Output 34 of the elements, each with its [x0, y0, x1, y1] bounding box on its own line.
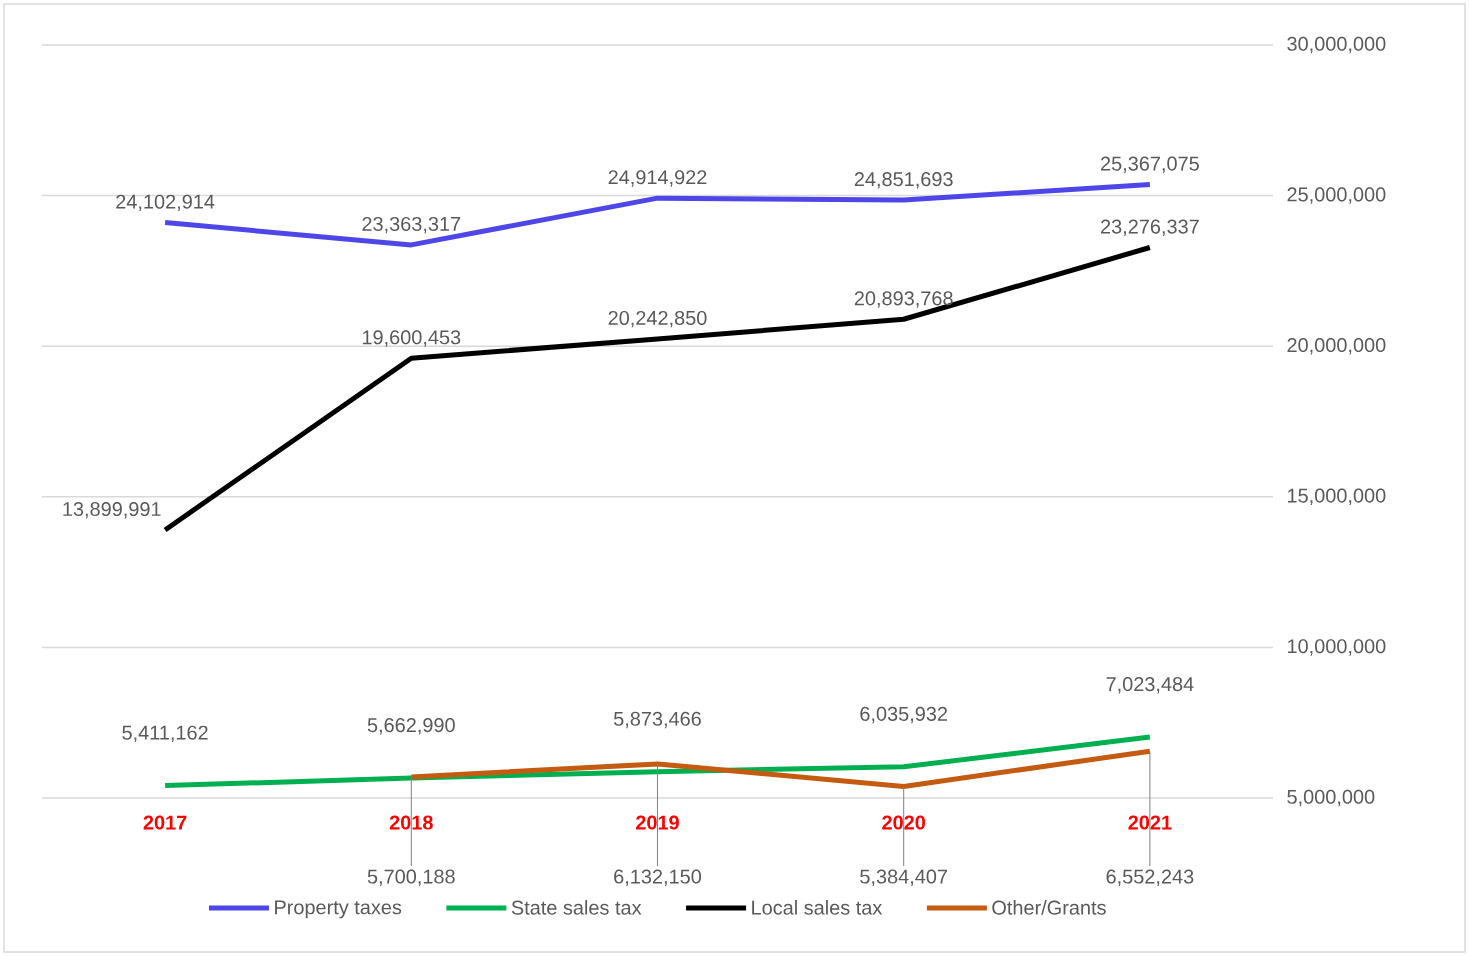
data-label: 25,367,075	[1101, 156, 1199, 174]
y-tick-label: 5,000,000	[1287, 789, 1375, 807]
y-tick-label: 25,000,000	[1287, 187, 1386, 204]
data-label: 7,023,484	[1106, 677, 1194, 694]
y-tick-label: 10,000,000	[1288, 639, 1386, 656]
data-label: 5,873,466	[613, 711, 701, 729]
data-label: 20,893,768	[854, 291, 953, 308]
x-tick-label: 2019	[636, 815, 679, 830]
data-label: 13,899,991	[63, 501, 161, 519]
data-label: 5,700,188	[367, 869, 455, 886]
x-tick-label: 2021	[1128, 815, 1172, 830]
x-tick-label: 2018	[389, 815, 433, 830]
x-tick-label: 2020	[882, 815, 926, 830]
data-label: 24,102,914	[116, 194, 215, 212]
legend-label: State sales tax	[511, 900, 642, 915]
data-label: 5,411,162	[122, 725, 208, 743]
legend-label: Property taxes	[275, 900, 402, 919]
data-label: 23,276,337	[1101, 219, 1199, 236]
data-label: 19,600,453	[362, 330, 461, 347]
legend-label: Local sales tax	[752, 900, 883, 915]
data-label: 24,914,922	[608, 170, 707, 187]
data-label: 5,662,990	[367, 718, 455, 735]
data-label: 20,242,850	[608, 310, 707, 328]
y-tick-label: 30,000,000	[1287, 36, 1386, 54]
data-label: 6,132,150	[614, 869, 702, 886]
y-tick-label: 15,000,000	[1288, 488, 1386, 506]
data-label: 24,851,693	[854, 172, 953, 189]
x-tick-label: 2017	[143, 815, 187, 830]
data-label: 6,552,243	[1106, 869, 1194, 886]
data-label: 6,035,932	[860, 706, 947, 724]
legend-label: Other/Grants	[992, 900, 1106, 915]
data-label: 5,384,407	[860, 869, 947, 886]
y-tick-label: 20,000,000	[1287, 337, 1386, 355]
data-label: 23,363,317	[362, 216, 461, 234]
